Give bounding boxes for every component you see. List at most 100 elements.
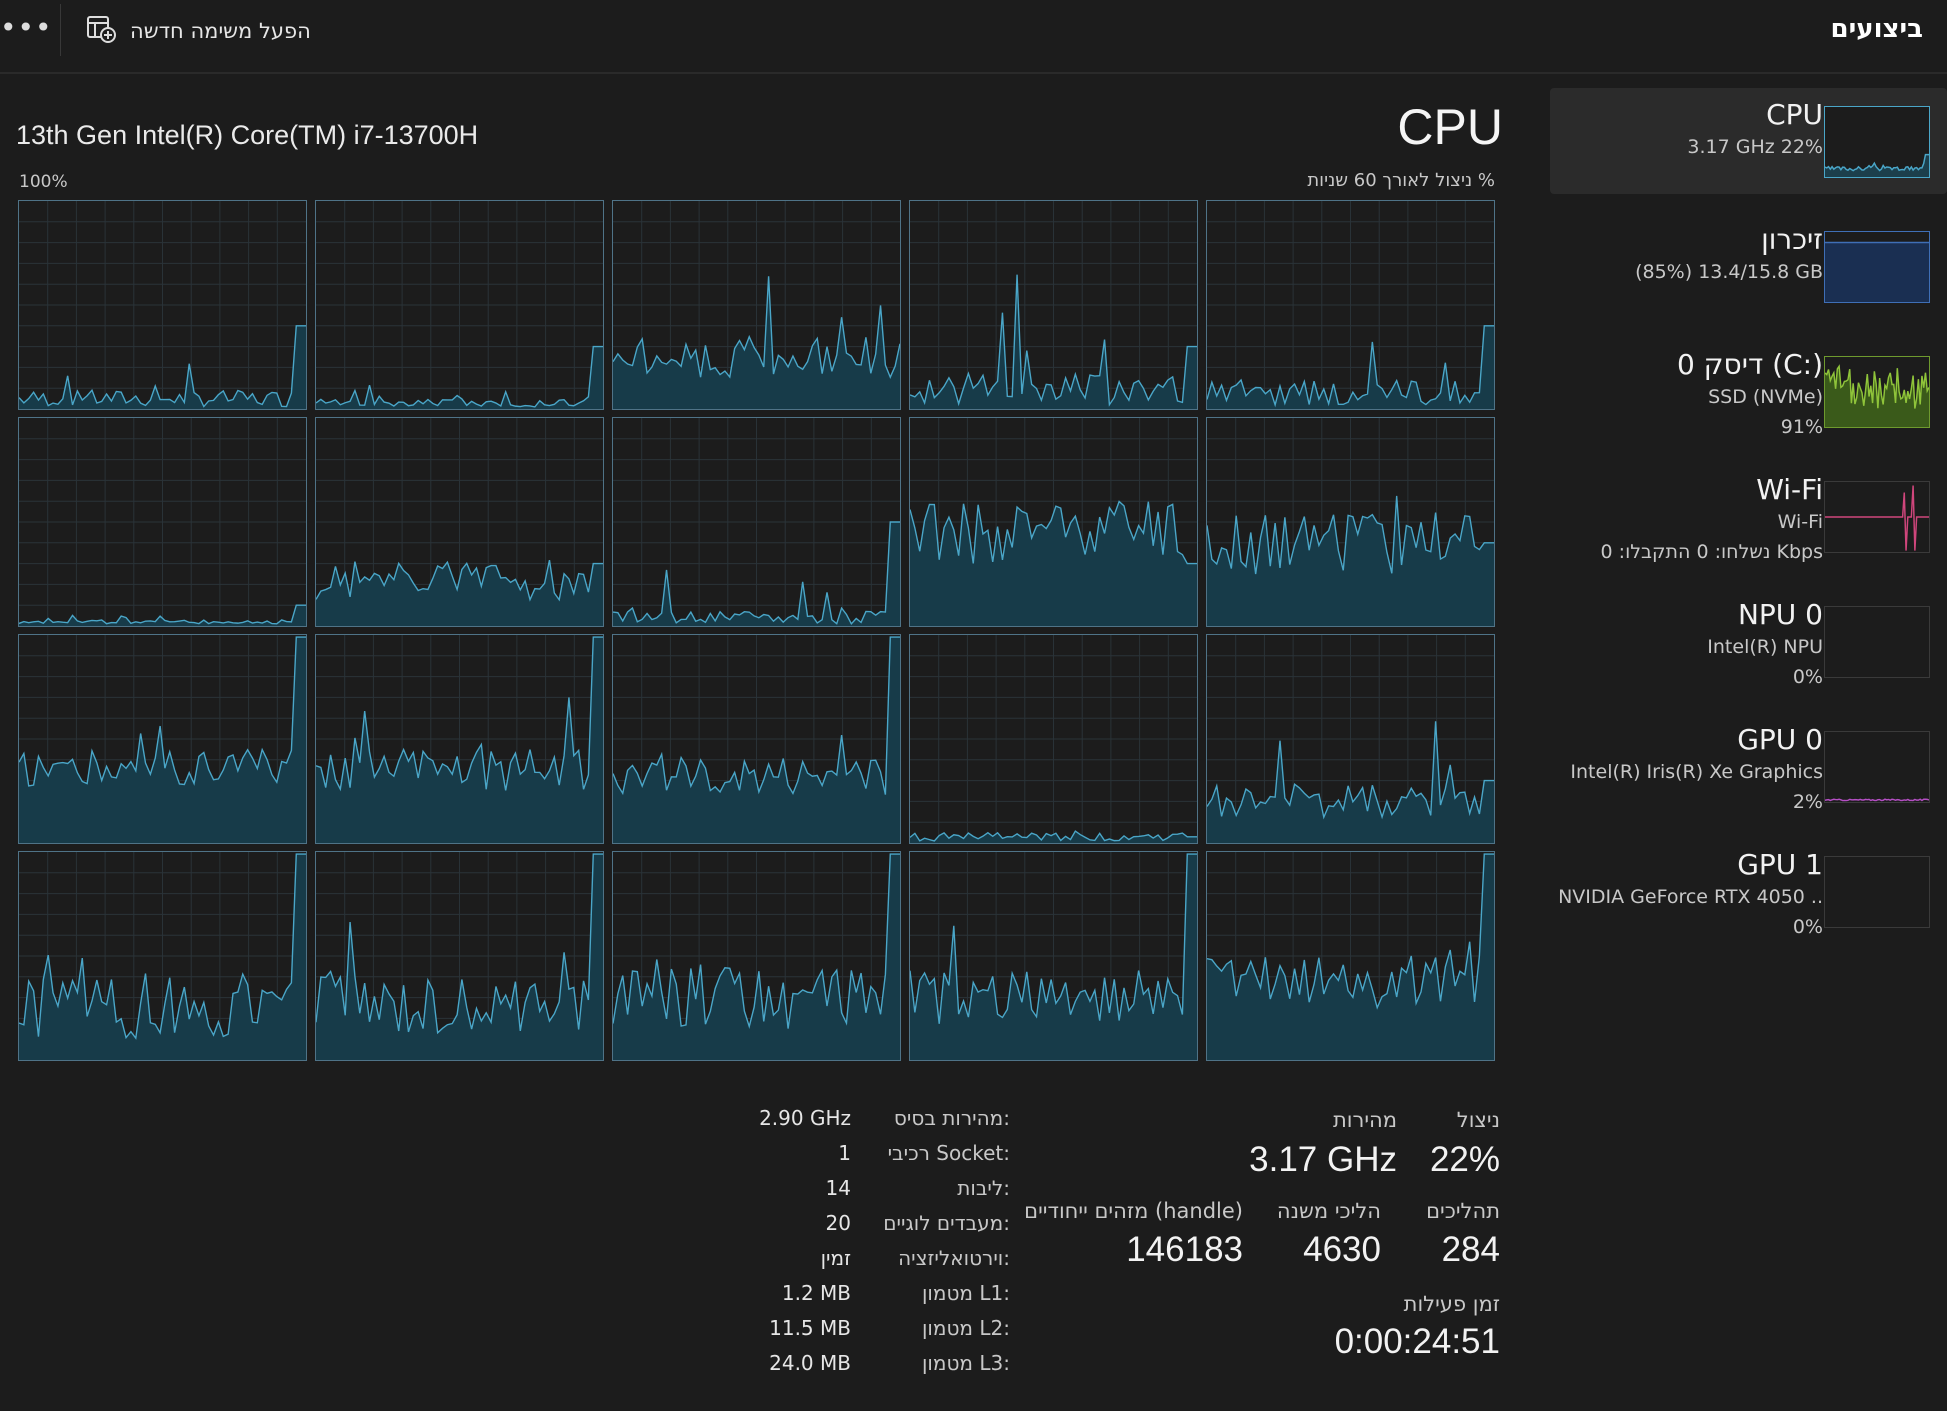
logical-processor-graph bbox=[315, 417, 604, 627]
usage-area bbox=[910, 274, 1197, 409]
usage-line bbox=[613, 276, 900, 379]
sidebar-item-sub1: Intel(R) Iris(R) Xe Graphics bbox=[1570, 761, 1823, 783]
logical-processor-graph bbox=[909, 417, 1198, 627]
spec-label: מטמון L3: bbox=[921, 1351, 1010, 1375]
usage-line bbox=[1207, 325, 1494, 408]
sidebar-memory-thumbnail bbox=[1824, 231, 1930, 303]
sidebar-item-gpu1[interactable]: GPU 1 NVIDIA GeForce RTX 4050 .. 0% bbox=[1550, 838, 1947, 944]
speed-label: מהירות bbox=[1332, 1108, 1397, 1132]
usage-line bbox=[910, 274, 1197, 407]
logical-processor-graph bbox=[1206, 417, 1495, 627]
usage-area bbox=[1207, 854, 1494, 1060]
usage-line bbox=[910, 500, 1197, 565]
sidebar-item-title: CPU bbox=[1766, 98, 1823, 131]
logical-processor-graph bbox=[315, 634, 604, 844]
handles-label: מזהים ייחודיים (handle) bbox=[1024, 1199, 1243, 1223]
usage-line bbox=[910, 830, 1197, 842]
spec-value: 14 bbox=[825, 1176, 851, 1200]
usage-line bbox=[613, 636, 900, 796]
usage-area bbox=[316, 854, 603, 1060]
sidebar-gpu0-thumbnail bbox=[1824, 731, 1930, 803]
usage-line bbox=[1207, 721, 1494, 820]
graph-max-label: 100% bbox=[19, 172, 68, 192]
usage-area bbox=[613, 854, 900, 1060]
resource-sidebar: CPU 3.17 GHz 22% זיכרון (85%) 13.4/15.8 GB ד… bbox=[1550, 88, 1947, 938]
spec-label: רכיבי Socket: bbox=[887, 1141, 1010, 1165]
sidebar-item-text: CPU 3.17 GHz 22% bbox=[1463, 98, 1823, 162]
sidebar-item-cpu[interactable]: CPU 3.17 GHz 22% bbox=[1550, 88, 1947, 194]
sidebar-item-sub1: Wi-Fi bbox=[1777, 511, 1823, 533]
sidebar-item-title: זיכרון bbox=[1761, 223, 1823, 256]
utilization-value: 22% bbox=[1429, 1140, 1500, 1179]
logical-processor-graph bbox=[18, 634, 307, 844]
toolbar-divider bbox=[60, 4, 61, 56]
usage-line bbox=[316, 345, 603, 408]
usage-line bbox=[316, 636, 603, 792]
usage-line bbox=[19, 636, 306, 787]
sidebar-item-title: GPU 0 bbox=[1737, 723, 1823, 756]
usage-line bbox=[910, 853, 1197, 1024]
sidebar-item-sub2: 91% bbox=[1780, 416, 1823, 438]
usage-area bbox=[613, 637, 900, 843]
page-title: ביצועים bbox=[1830, 14, 1924, 44]
thumbnail-line bbox=[1825, 153, 1929, 172]
usage-area bbox=[1207, 721, 1494, 843]
spec-label: וירטואליזציה: bbox=[898, 1246, 1010, 1270]
spec-value: 20 bbox=[825, 1211, 851, 1235]
sidebar-item-sub2: נשלחו: 0 התקבלו: 0 Kbps bbox=[1600, 541, 1823, 563]
spec-value: 1 bbox=[838, 1141, 851, 1165]
cpu-model-name: 13th Gen Intel(R) Core(TM) i7-13700H bbox=[16, 120, 479, 150]
spec-label: מטמון L1: bbox=[921, 1281, 1010, 1305]
usage-line bbox=[316, 853, 603, 1035]
spec-value: 1.2 MB bbox=[781, 1281, 851, 1305]
sidebar-item-text: GPU 1 NVIDIA GeForce RTX 4050 .. 0% bbox=[1463, 848, 1823, 942]
run-new-task-button[interactable]: הפעל משימה חדשה bbox=[86, 10, 311, 52]
sidebar-item-sub1: Intel(R) NPU bbox=[1707, 636, 1823, 658]
usage-line bbox=[316, 559, 603, 602]
processes-label: תהליכים bbox=[1426, 1199, 1500, 1223]
logical-processor-graph bbox=[612, 200, 901, 410]
sidebar-item-sub1: (85%) 13.4/15.8 GB bbox=[1635, 261, 1823, 283]
sidebar-item-sub1: SSD (NVMe) bbox=[1708, 386, 1823, 408]
sidebar-item-npu[interactable]: NPU 0 Intel(R) NPU 0% bbox=[1550, 588, 1947, 694]
sidebar-item-text: GPU 0 Intel(R) Iris(R) Xe Graphics 2% bbox=[1463, 723, 1823, 817]
usage-line bbox=[613, 521, 900, 626]
sidebar-item-title: GPU 1 bbox=[1737, 848, 1823, 881]
logical-processor-graph bbox=[612, 634, 901, 844]
sidebar-npu-thumbnail bbox=[1824, 606, 1930, 678]
sidebar-item-text: NPU 0 Intel(R) NPU 0% bbox=[1463, 598, 1823, 692]
spec-label: מהירות בסיס: bbox=[893, 1106, 1010, 1130]
logical-processor-graph bbox=[612, 851, 901, 1061]
sidebar-cpu-thumbnail bbox=[1824, 106, 1930, 178]
logical-processor-graph bbox=[315, 851, 604, 1061]
thumbnail-line bbox=[1825, 364, 1929, 409]
usage-area bbox=[316, 637, 603, 843]
uptime-value: 0:00:24:51 bbox=[1334, 1322, 1500, 1361]
sidebar-item-text: זיכרון (85%) 13.4/15.8 GB bbox=[1463, 223, 1823, 287]
spec-label: ליבות: bbox=[957, 1176, 1010, 1200]
usage-line bbox=[19, 604, 306, 625]
graph-caption: % ניצול לאורך 60 שניות bbox=[1307, 170, 1495, 191]
spec-label: מטמון L2: bbox=[921, 1316, 1010, 1340]
usage-area bbox=[910, 854, 1197, 1060]
sidebar-item-sub2: 0% bbox=[1792, 666, 1823, 688]
uptime-label: זמן פעילות bbox=[1403, 1292, 1500, 1316]
more-options-button[interactable]: ••• bbox=[0, 11, 53, 44]
sidebar-item-disk[interactable]: דיסק 0 (C:) SSD (NVMe) 91% bbox=[1550, 338, 1947, 444]
logical-processor-graphs bbox=[18, 200, 1495, 1061]
cpu-title: CPU bbox=[1397, 99, 1503, 155]
sidebar-item-text: Wi-Fi Wi-Fi נשלחו: 0 התקבלו: 0 Kbps bbox=[1463, 473, 1823, 567]
usage-line bbox=[613, 853, 900, 1029]
usage-area bbox=[19, 637, 306, 843]
sidebar-item-gpu0[interactable]: GPU 0 Intel(R) Iris(R) Xe Graphics 2% bbox=[1550, 713, 1947, 819]
sidebar-item-memory[interactable]: זיכרון (85%) 13.4/15.8 GB bbox=[1550, 213, 1947, 319]
threads-label: הליכי משנה bbox=[1276, 1199, 1381, 1223]
logical-processor-graph bbox=[1206, 634, 1495, 844]
logical-processor-graph bbox=[909, 851, 1198, 1061]
usage-area bbox=[910, 831, 1197, 843]
spec-value: זמין bbox=[820, 1246, 851, 1270]
sidebar-item-wifi[interactable]: Wi-Fi Wi-Fi נשלחו: 0 התקבלו: 0 Kbps bbox=[1550, 463, 1947, 569]
usage-line bbox=[1207, 853, 1494, 1010]
sidebar-item-sub2: 0% bbox=[1792, 916, 1823, 938]
run-task-label: הפעל משימה חדשה bbox=[130, 19, 311, 43]
